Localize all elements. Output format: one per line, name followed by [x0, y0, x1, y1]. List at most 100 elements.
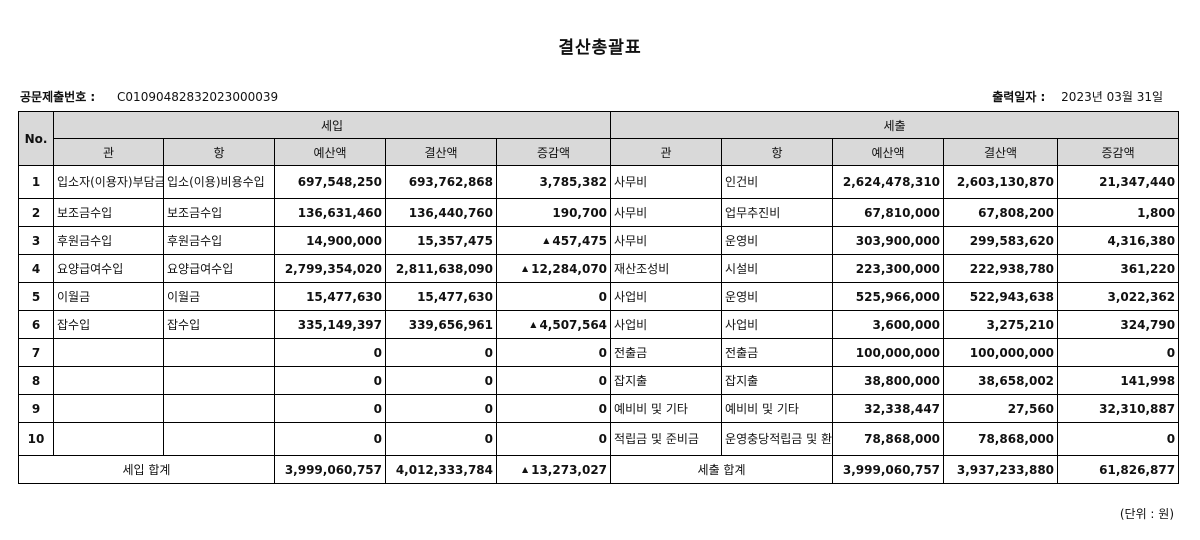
income-settlement: 15,477,630 — [385, 282, 497, 311]
header-no: No. — [18, 111, 54, 166]
print-date-value: 2023년 03월 31일 — [1061, 90, 1163, 104]
income-gwan — [53, 422, 164, 456]
income-hang — [163, 394, 275, 423]
expense-total-budget: 3,999,060,757 — [832, 455, 945, 484]
income-hang — [163, 366, 275, 395]
header-expense-gwan: 관 — [610, 138, 723, 166]
row-no: 10 — [18, 422, 54, 456]
header-income-gwan: 관 — [53, 138, 164, 166]
income-settlement: 693,762,868 — [385, 165, 497, 199]
income-hang: 잡수입 — [163, 310, 275, 339]
expense-change: 361,220 — [1057, 254, 1180, 283]
unit-note: (단위 : 원) — [1119, 507, 1174, 521]
expense-hang: 예비비 및 기타 — [721, 394, 834, 423]
table-row: 2 보조금수입 보조금수입 136,631,460 136,440,760 190,700… — [18, 198, 1180, 227]
expense-change: 3,022,362 — [1057, 282, 1180, 311]
table-row: 1입소자(이용자)부담금수입입소(이용)비용수입697,548,250693,7… — [18, 165, 1180, 199]
expense-gwan: 예비비 및 기타 — [610, 394, 723, 423]
income-change-value: 4,507,564 — [539, 317, 608, 332]
income-change: 0 — [495, 282, 612, 311]
income-change-value: 0 — [598, 345, 608, 360]
table-row: 9 0 0 0 예비비 및 기타 예비비 및 기타 32,338,447 27,560 32,3… — [18, 394, 1180, 423]
income-budget: 14,900,000 — [274, 226, 386, 255]
expense-settlement: 67,808,200 — [943, 198, 1059, 227]
expense-settlement: 100,000,000 — [943, 338, 1059, 367]
expense-gwan: 사업비 — [610, 310, 723, 339]
expense-settlement: 299,583,620 — [943, 226, 1059, 255]
income-gwan: 후원금수입 — [53, 226, 164, 255]
expense-total-change: 61,826,877 — [1057, 455, 1180, 484]
income-budget: 2,799,354,020 — [274, 254, 386, 283]
header-expense-hang: 항 — [721, 138, 834, 166]
income-total-change: ▲ 13,273,027 — [495, 455, 612, 484]
print-date: 출력일자 : 2023년 03월 31일 — [992, 88, 1163, 105]
income-hang: 이월금 — [163, 282, 275, 311]
expense-gwan: 전출금 — [610, 338, 723, 367]
expense-change: 0 — [1057, 422, 1180, 456]
table-row: 8 0 0 0 잡지출 잡지출 38,800,000 38,658,002 141,998 — [18, 366, 1180, 395]
expense-change: 141,998 — [1057, 366, 1180, 395]
header-income-change: 증감액 — [495, 138, 612, 166]
expense-hang: 사업비 — [721, 310, 834, 339]
settlement-table: No. 세입 세출 관 항 예산액 결산액 증감액 관 항 예산액 결산액 증감… — [18, 111, 1180, 484]
table-body: 1입소자(이용자)부담금수입입소(이용)비용수입697,548,250693,7… — [18, 165, 1180, 456]
increase-marker-icon: ▲ — [521, 263, 529, 273]
row-no: 5 — [18, 282, 54, 311]
document-number-value: C01090482832023000039 — [117, 90, 279, 104]
expense-change: 1,800 — [1057, 198, 1180, 227]
document-number: 공문제출번호 : C01090482832023000039 — [20, 88, 278, 105]
income-gwan: 보조금수입 — [53, 198, 164, 227]
header-expense-change: 증감액 — [1057, 138, 1180, 166]
print-date-label: 출력일자 : — [992, 90, 1046, 104]
document-number-label: 공문제출번호 : — [20, 90, 96, 104]
expense-settlement: 38,658,002 — [943, 366, 1059, 395]
row-no: 3 — [18, 226, 54, 255]
header-income-budget: 예산액 — [274, 138, 386, 166]
table-row: 3 후원금수입 후원금수입 14,900,000 15,357,475 ▲ 457,475 사… — [18, 226, 1180, 255]
expense-settlement: 78,868,000 — [943, 422, 1059, 456]
expense-hang: 전출금 — [721, 338, 834, 367]
income-change-value: 0 — [598, 432, 608, 446]
expense-budget: 223,300,000 — [832, 254, 945, 283]
income-change-value: 190,700 — [552, 205, 608, 220]
income-budget: 335,149,397 — [274, 310, 386, 339]
income-change: 0 — [495, 394, 612, 423]
income-gwan: 입소자(이용자)부담금수입 — [53, 165, 164, 199]
expense-budget: 2,624,478,310 — [832, 165, 945, 199]
table-row: 4 요양급여수입 요양급여수입 2,799,354,020 2,811,638,090 ▲… — [18, 254, 1180, 283]
income-change: 0 — [495, 422, 612, 456]
header-income-settlement: 결산액 — [385, 138, 497, 166]
row-no: 2 — [18, 198, 54, 227]
income-budget: 136,631,460 — [274, 198, 386, 227]
income-hang: 요양급여수입 — [163, 254, 275, 283]
increase-marker-icon: ▲ — [521, 464, 529, 474]
expense-gwan: 적립금 및 준비금 — [610, 422, 723, 456]
expense-budget: 525,966,000 — [832, 282, 945, 311]
income-gwan — [53, 366, 164, 395]
income-change-value: 0 — [598, 289, 608, 304]
income-gwan — [53, 394, 164, 423]
expense-total-label: 세출 합계 — [610, 455, 834, 484]
expense-settlement: 522,943,638 — [943, 282, 1059, 311]
expense-budget: 32,338,447 — [832, 394, 945, 423]
row-no: 6 — [18, 310, 54, 339]
table-row: 6 잡수입 잡수입 335,149,397 339,656,961 ▲ 4,507,564 사… — [18, 310, 1180, 339]
header-income-hang: 항 — [163, 138, 275, 166]
expense-budget: 67,810,000 — [832, 198, 945, 227]
income-settlement: 0 — [385, 394, 497, 423]
income-change-value: 12,284,070 — [531, 261, 608, 276]
expense-gwan: 재산조성비 — [610, 254, 723, 283]
income-settlement: 339,656,961 — [385, 310, 497, 339]
income-hang: 입소(이용)비용수입 — [163, 165, 275, 199]
header-income-group: 세입 — [52, 111, 612, 139]
header-expense-budget: 예산액 — [832, 138, 945, 166]
income-change: 0 — [495, 366, 612, 395]
expense-change: 0 — [1057, 338, 1180, 367]
income-change: ▲ 4,507,564 — [495, 310, 612, 339]
expense-settlement: 2,603,130,870 — [943, 165, 1059, 199]
expense-budget: 38,800,000 — [832, 366, 945, 395]
income-hang: 보조금수입 — [163, 198, 275, 227]
expense-gwan: 사무비 — [610, 165, 723, 199]
income-budget: 0 — [274, 366, 386, 395]
expense-gwan: 사무비 — [610, 198, 723, 227]
